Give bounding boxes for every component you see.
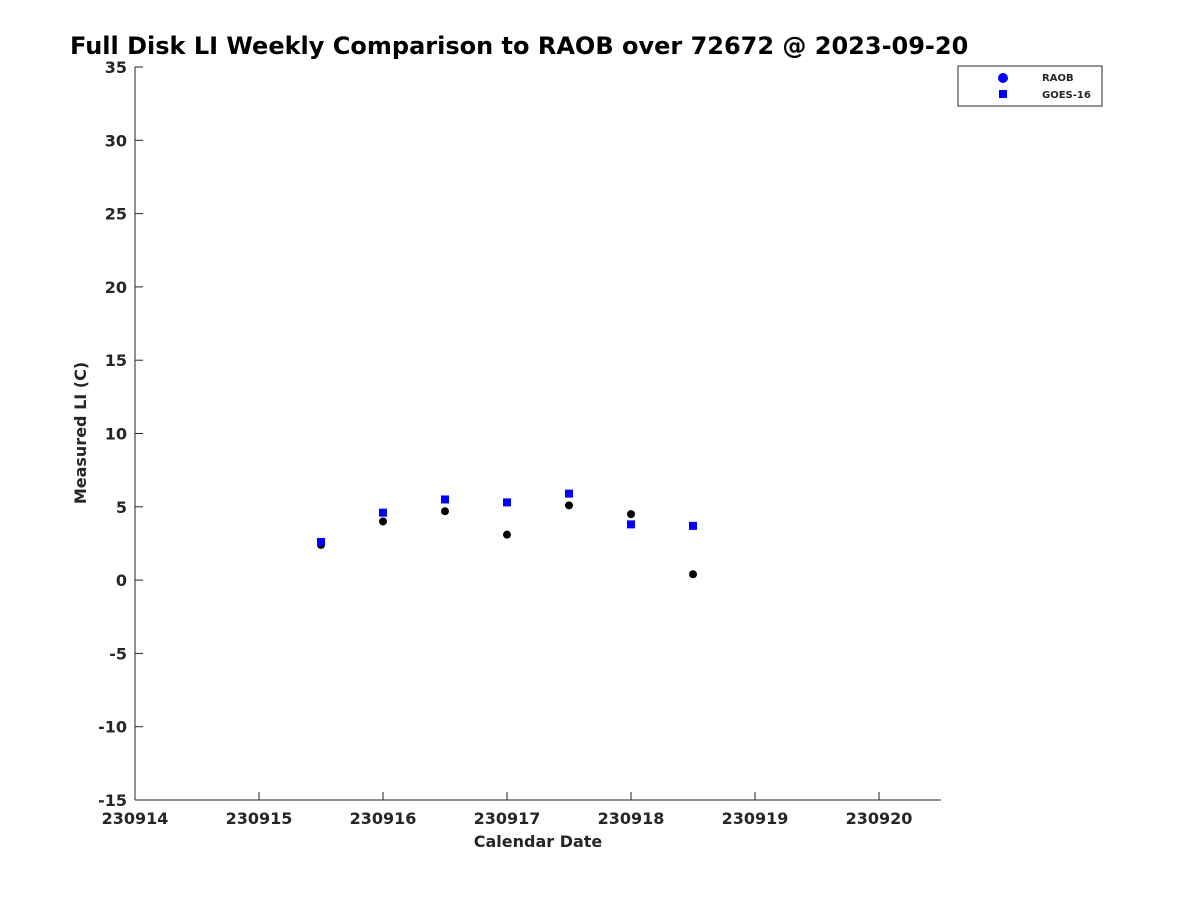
legend-goes-marker	[999, 90, 1007, 98]
x-axis-label: Calendar Date	[474, 832, 603, 851]
x-tick-label: 230918	[598, 809, 665, 828]
point-raob	[565, 501, 573, 510]
legend-goes-label: GOES-16	[1042, 90, 1091, 101]
point-raob	[689, 570, 697, 579]
y-tick-label: -10	[98, 718, 127, 737]
y-tick-label: -5	[109, 644, 127, 663]
legend-raob-label: RAOB	[1042, 73, 1074, 84]
legend: RAOB GOES-16	[957, 65, 1103, 107]
point-goes-16	[627, 520, 635, 529]
point-raob	[503, 530, 511, 539]
y-tick-label: 10	[105, 425, 127, 444]
y-tick-label: 0	[116, 571, 127, 590]
legend-box	[957, 65, 1103, 107]
point-raob	[379, 517, 387, 526]
x-tick-label: 230915	[226, 809, 293, 828]
plot-axes: -15 -10 -5 0 5 10 15 20 25 30 35 230914 230915 230916…	[98, 58, 941, 828]
point-goes-16	[441, 495, 449, 504]
chart-title: Full Disk LI Weekly Comparison to RAOB o…	[70, 32, 968, 60]
point-raob	[627, 510, 635, 519]
y-tick-label: 35	[105, 58, 127, 77]
y-tick-label: -15	[98, 791, 127, 810]
y-tick-label: 30	[105, 131, 127, 150]
x-tick-label: 230916	[350, 809, 417, 828]
x-tick-label: 230920	[846, 809, 913, 828]
point-goes-16	[317, 537, 325, 546]
point-goes-16	[503, 498, 511, 507]
point-goes-16	[689, 521, 697, 530]
point-raob	[441, 507, 449, 516]
y-tick-label: 25	[105, 205, 127, 224]
point-goes-16	[379, 508, 387, 517]
y-tick-label: 20	[105, 278, 127, 297]
y-tick-label: 15	[105, 351, 127, 370]
x-tick-label: 230917	[474, 809, 541, 828]
legend-raob-marker	[998, 73, 1008, 83]
y-axis-label: Measured LI (C)	[71, 362, 90, 504]
y-tick-label: 5	[116, 498, 127, 517]
x-tick-label: 230914	[102, 809, 169, 828]
x-tick-label: 230919	[722, 809, 789, 828]
plot-marks	[317, 489, 697, 579]
point-goes-16	[565, 489, 573, 498]
